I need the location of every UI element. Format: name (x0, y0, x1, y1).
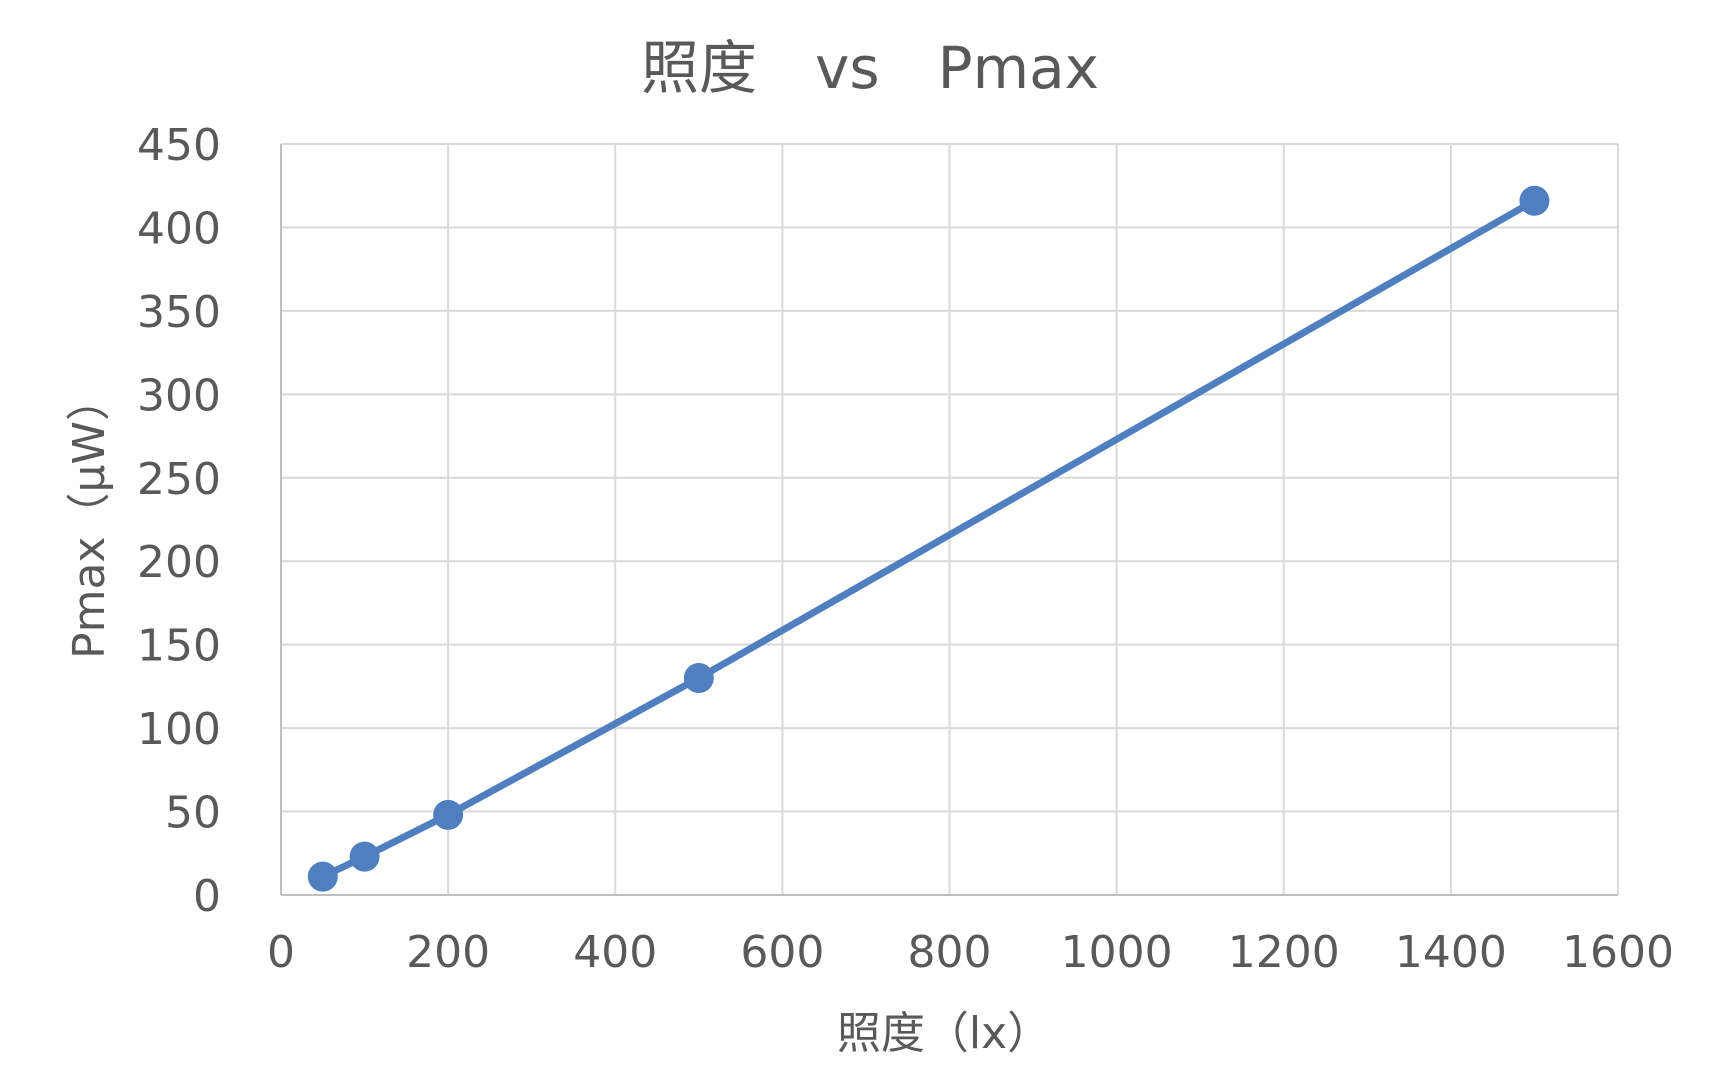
x-tick-label: 400 (573, 927, 657, 978)
x-tick-label: 1600 (1562, 927, 1674, 978)
x-tick-label: 800 (908, 927, 992, 978)
y-tick-labels: 0 50 100 150 200 250 300 350 400 450 (137, 120, 221, 922)
data-point (307, 861, 338, 892)
y-tick-label: 150 (137, 621, 221, 672)
grid-layer (280, 143, 1619, 896)
x-tick-label: 0 (267, 927, 295, 978)
x-tick-label: 1400 (1395, 927, 1507, 978)
y-tick-label: 350 (137, 287, 221, 338)
x-tick-label: 1000 (1061, 927, 1173, 978)
data-point (683, 663, 714, 694)
series-layer (307, 185, 1550, 892)
y-tick-label: 400 (137, 203, 221, 254)
x-tick-labels: 0 200 400 600 800 1000 1200 1400 1600 (267, 927, 1674, 978)
y-axis-label: Pmax（μW） (64, 377, 115, 659)
y-tick-label: 0 (193, 871, 221, 922)
y-tick-label: 300 (137, 370, 221, 421)
axis-layer (280, 144, 1618, 896)
y-tick-label: 50 (165, 788, 221, 839)
series-line (319, 197, 1538, 881)
chart-title: 照度 vs Pmax (641, 34, 1099, 102)
data-point (1519, 185, 1550, 216)
x-tick-label: 600 (740, 927, 824, 978)
x-axis-label: 照度（lx） (837, 1008, 1051, 1059)
y-tick-label: 250 (137, 454, 221, 505)
x-tick-label: 1200 (1228, 927, 1340, 978)
y-tick-label: 200 (137, 537, 221, 588)
data-point (349, 841, 380, 872)
x-tick-label: 200 (406, 927, 490, 978)
data-point (433, 799, 464, 830)
y-tick-label: 100 (137, 704, 221, 755)
y-tick-label: 450 (137, 120, 221, 171)
